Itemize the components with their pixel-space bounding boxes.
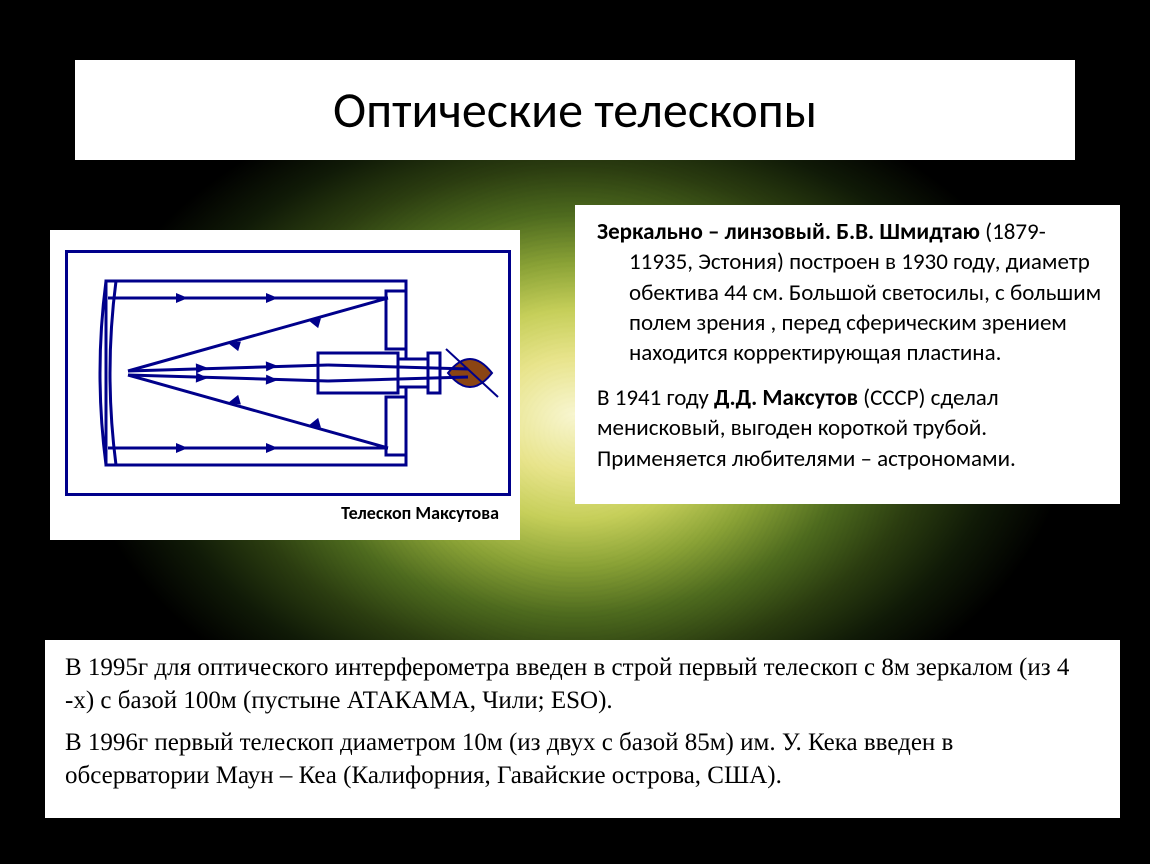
right-paragraph-1: Зеркально – линзовый. Б.В. Шмидтаю (1879… bbox=[597, 217, 1102, 369]
p2-a: В 1941 году bbox=[597, 384, 714, 412]
diagram-panel: Телескоп Максутова bbox=[50, 230, 520, 540]
slide-root: Оптические телескопы Телескоп Максутова bbox=[0, 0, 1150, 864]
slide-title: Оптические телескопы bbox=[333, 80, 817, 141]
bottom-text-panel: В 1995г для оптического интерферометра в… bbox=[45, 640, 1120, 818]
right-paragraph-2: В 1941 году Д.Д. Максутов (СССР) сделал … bbox=[597, 383, 1102, 474]
p2-strong: Д.Д. Максутов bbox=[714, 384, 858, 412]
bottom-paragraph-2: В 1996г первый телескоп диаметром 10м (и… bbox=[65, 727, 1100, 792]
title-box: Оптические телескопы bbox=[75, 60, 1075, 160]
bottom-paragraph-1: В 1995г для оптического интерферометра в… bbox=[65, 652, 1100, 717]
diagram-caption: Телескоп Максутова bbox=[65, 502, 505, 524]
right-text-panel: Зеркально – линзовый. Б.В. Шмидтаю (1879… bbox=[575, 205, 1120, 504]
p1-strong: Зеркально – линзовый. Б.В. Шмидтаю bbox=[597, 218, 980, 246]
telescope-diagram bbox=[65, 250, 511, 496]
